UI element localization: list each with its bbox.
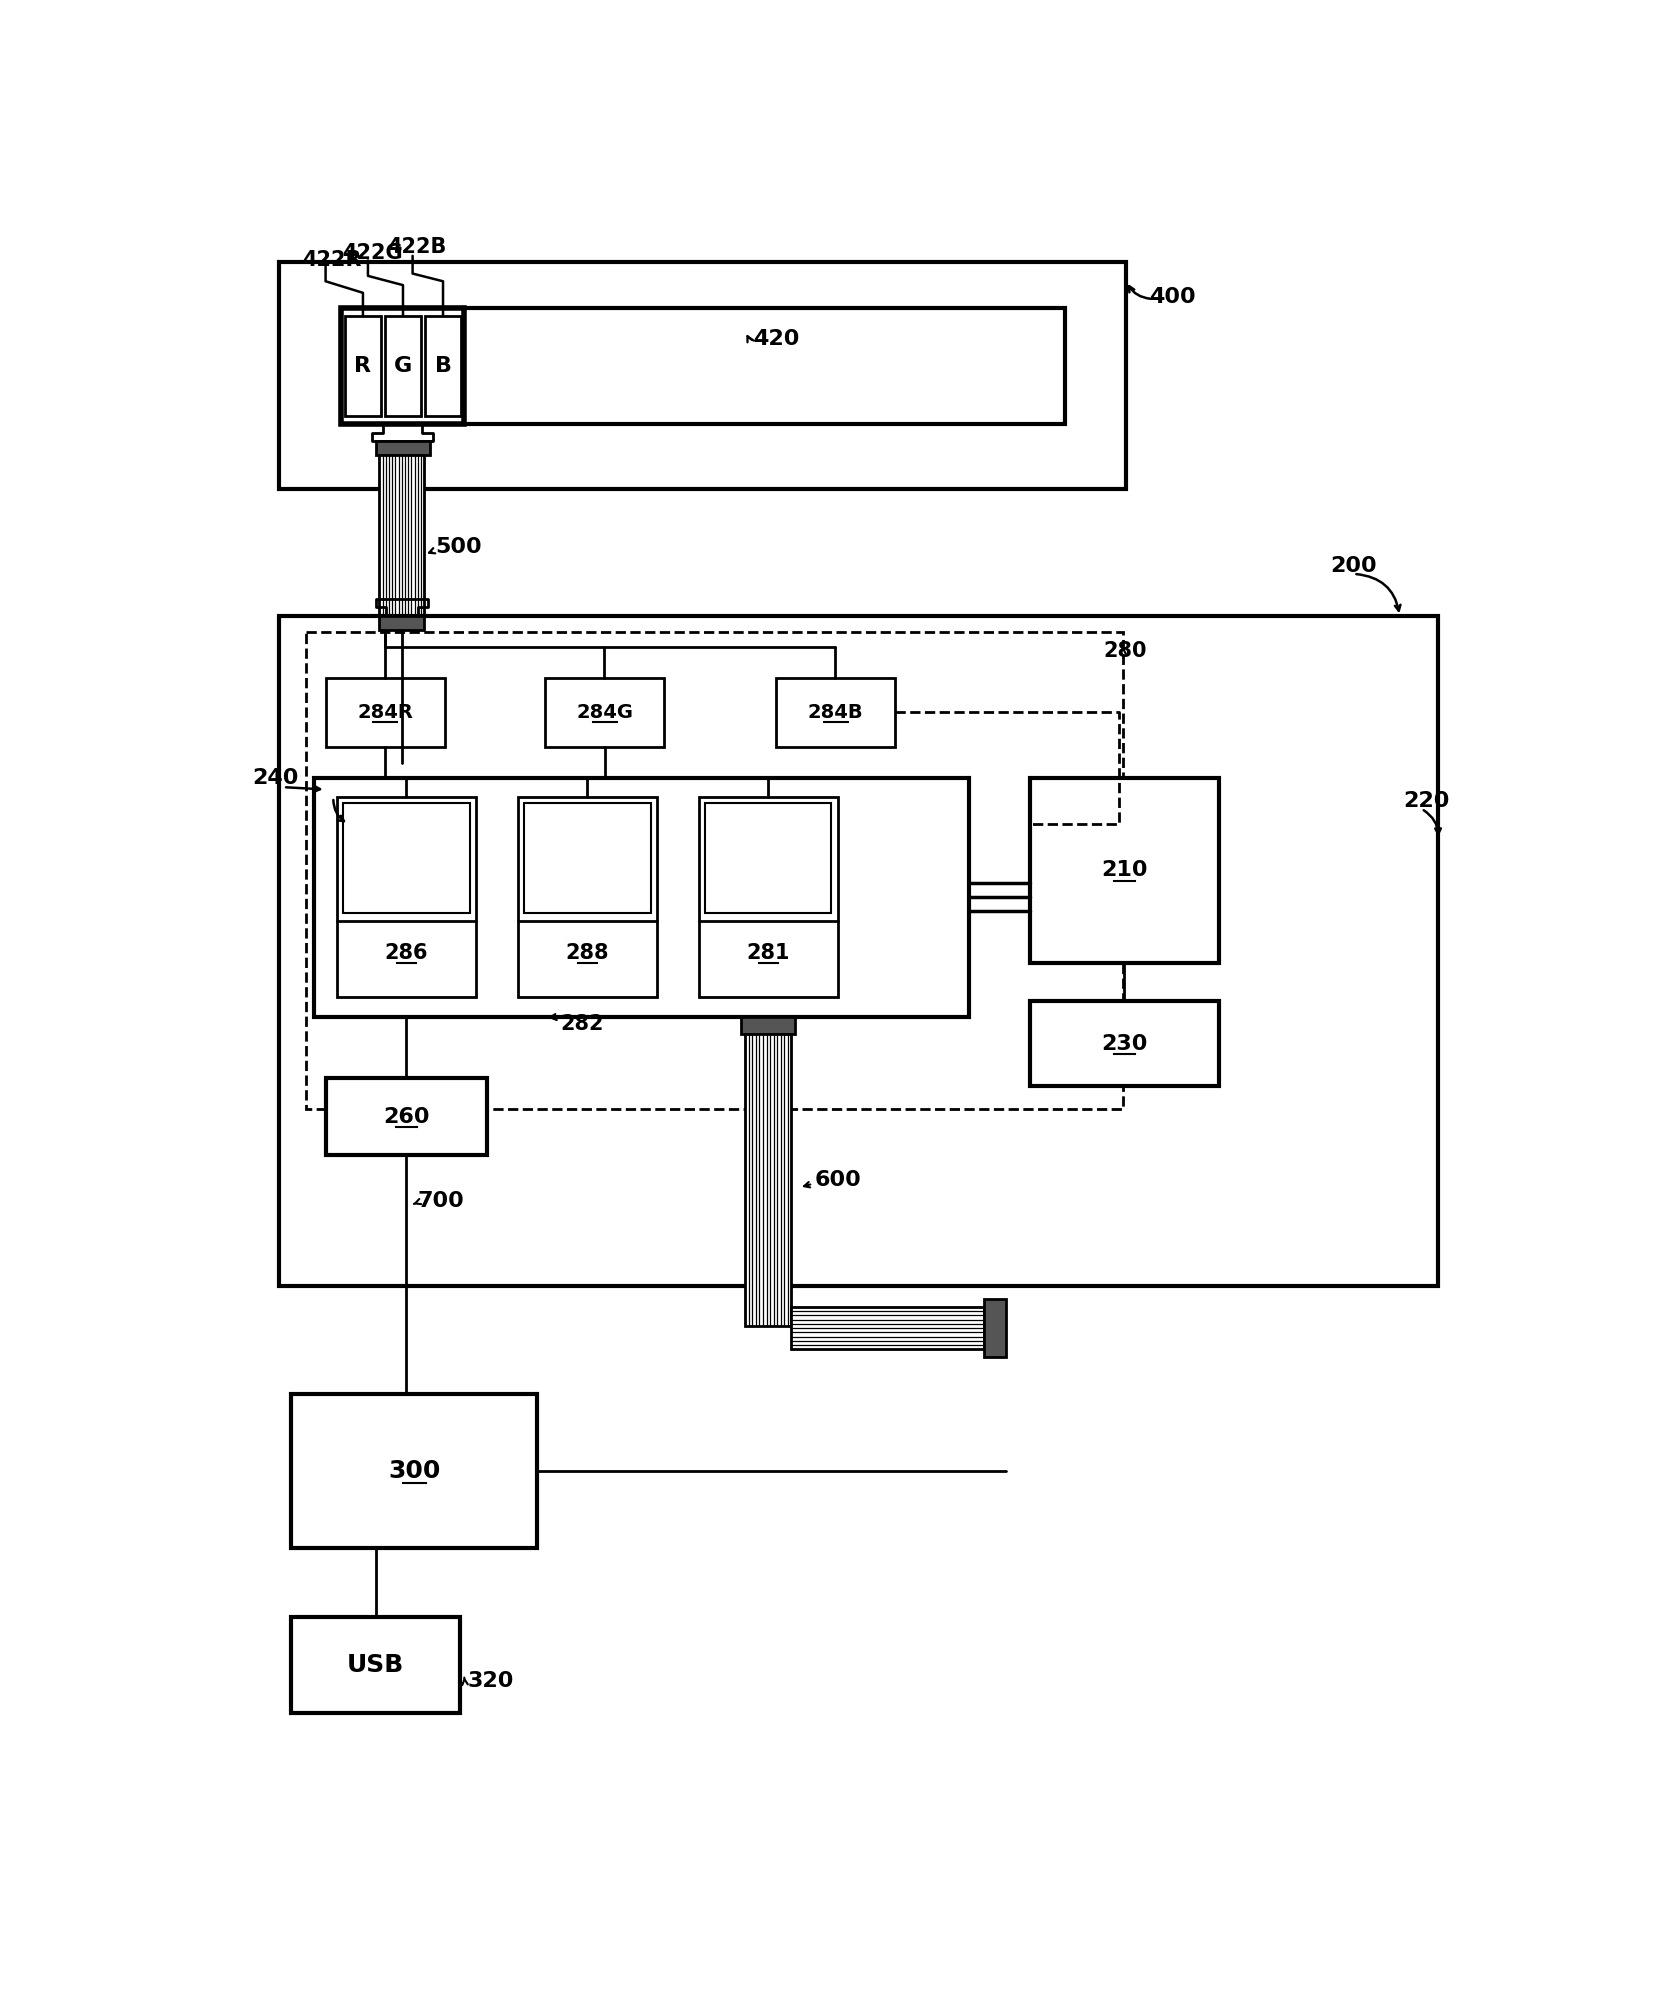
Bar	[519, 796, 656, 997]
Text: 200: 200	[1331, 555, 1378, 575]
Bar	[524, 802, 651, 914]
Text: 281: 281	[747, 944, 790, 964]
Bar	[314, 778, 968, 1017]
Text: 288: 288	[565, 944, 609, 964]
Bar	[341, 309, 465, 424]
Text: 284B: 284B	[807, 703, 864, 723]
Text: 700: 700	[418, 1191, 465, 1211]
Text: 320: 320	[468, 1670, 515, 1690]
Text: 420: 420	[753, 329, 799, 348]
Bar	[745, 1033, 792, 1326]
Bar	[792, 1306, 983, 1350]
Bar	[705, 802, 832, 914]
Bar	[384, 317, 421, 416]
Text: 280: 280	[1104, 641, 1146, 661]
Bar	[307, 631, 1123, 1109]
Text: 210: 210	[1101, 860, 1148, 880]
Bar	[983, 1300, 1005, 1358]
Bar	[1030, 1001, 1218, 1085]
Bar	[376, 440, 430, 454]
Bar	[344, 802, 470, 914]
Bar	[341, 309, 1066, 424]
Bar	[280, 617, 1438, 1286]
Bar	[337, 796, 477, 997]
Text: 284G: 284G	[576, 703, 633, 723]
Bar	[742, 1017, 795, 1033]
Text: 500: 500	[436, 538, 482, 557]
Text: 300: 300	[388, 1459, 440, 1483]
Bar	[1030, 778, 1218, 964]
Text: 422B: 422B	[388, 237, 446, 257]
Text: 220: 220	[1403, 790, 1450, 810]
Text: R: R	[354, 356, 371, 376]
Text: 240: 240	[252, 769, 299, 788]
Bar	[700, 796, 837, 997]
Bar	[290, 1394, 537, 1547]
Bar	[425, 317, 461, 416]
Text: USB: USB	[347, 1653, 404, 1676]
Bar	[280, 263, 1126, 490]
Bar	[326, 1079, 487, 1155]
Bar	[326, 677, 445, 747]
Bar	[346, 317, 381, 416]
Text: 422G: 422G	[342, 243, 403, 263]
Text: 400: 400	[1149, 287, 1196, 307]
Bar	[379, 617, 425, 629]
Bar	[379, 454, 425, 639]
Text: 260: 260	[383, 1107, 430, 1127]
Text: B: B	[435, 356, 451, 376]
Text: G: G	[394, 356, 413, 376]
Bar	[545, 677, 664, 747]
Text: 230: 230	[1101, 1033, 1148, 1053]
Text: 286: 286	[384, 944, 428, 964]
Text: 422R: 422R	[302, 251, 362, 271]
Text: 282: 282	[560, 1013, 604, 1033]
Text: 284R: 284R	[357, 703, 413, 723]
Bar	[290, 1617, 460, 1714]
Bar	[775, 677, 896, 747]
Text: 600: 600	[814, 1171, 861, 1191]
